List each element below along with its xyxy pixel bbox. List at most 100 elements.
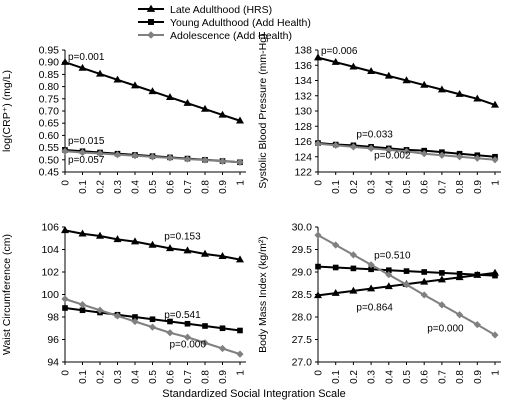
data-point-triangle-icon: [384, 71, 393, 79]
data-point-triangle-icon: [437, 85, 446, 93]
data-point-diamond-icon: [491, 331, 499, 339]
data-point-triangle-icon: [437, 275, 446, 283]
y-tick-label: 128: [294, 121, 312, 133]
data-point-diamond-icon: [314, 140, 322, 148]
panel-systolic-bp: 122 124 126 128 130 132 134 136 138 0 0.1 0.2 0.3 0.4…: [257, 33, 502, 194]
y-tick-label: 134: [294, 75, 312, 87]
x-tick-label: 0.1: [331, 370, 342, 384]
y-tick-label: 136: [294, 60, 312, 72]
x-tick-label: 0.3: [367, 370, 378, 384]
series-adolescence-add-health: [314, 231, 499, 339]
x-tick-label: 0.3: [113, 180, 124, 194]
data-point-diamond-icon: [420, 291, 428, 299]
p-value-annotation: p=0.864: [356, 302, 393, 313]
x-tick-label: 0.3: [113, 370, 124, 384]
legend-marker-diamond-icon: [147, 31, 155, 39]
y-axis-label: Systolic Blood Pressure (mm-Hg): [257, 33, 269, 188]
legend-entry-adolescence-add-health: Adolescence (Add Health): [138, 30, 292, 42]
data-point-square-icon: [167, 318, 173, 325]
y-tick-label: 29.0: [292, 267, 313, 279]
legend-label: Adolescence (Add Health): [170, 30, 292, 42]
data-point-square-icon: [62, 305, 68, 311]
data-point-diamond-icon: [78, 148, 87, 157]
data-point-diamond-icon: [473, 321, 481, 329]
data-point-triangle-icon: [166, 93, 174, 101]
x-tick-label: 0.2: [349, 180, 360, 194]
series-adolescence-add-health: [61, 295, 244, 358]
data-point-triangle-icon: [420, 80, 429, 88]
data-point-square-icon: [350, 265, 357, 272]
x-tick-label: 0.4: [384, 180, 395, 194]
y-tick-label: 0.75: [39, 93, 60, 105]
data-point-triangle-icon: [96, 69, 104, 77]
x-tick-label: 1: [491, 370, 502, 376]
data-point-square-icon: [385, 267, 392, 274]
data-point-diamond-icon: [456, 311, 464, 319]
series-adolescence-add-health: [61, 147, 244, 166]
p-value-annotation: p=0.000: [170, 339, 207, 350]
data-point-triangle-icon: [420, 277, 429, 285]
y-tick-label: 98: [47, 312, 59, 324]
data-point-diamond-icon: [236, 158, 244, 166]
data-point-triangle-icon: [148, 87, 157, 95]
data-point-diamond-icon: [61, 147, 69, 155]
y-tick-label: 104: [41, 244, 59, 256]
p-value-annotation: p=0.057: [68, 155, 105, 166]
legend-entry-young-adulthood-add-health: Young Adulthood (Add Health): [138, 17, 311, 29]
x-tick-label: 0.7: [437, 370, 448, 384]
data-point-triangle-icon: [402, 76, 411, 84]
data-point-diamond-icon: [113, 312, 122, 320]
legend-label: Late Adulthood (HRS): [170, 4, 272, 16]
x-tick-label: 0.5: [402, 370, 413, 384]
x-tick-label: 0.9: [218, 370, 229, 384]
data-point-triangle-icon: [113, 75, 122, 83]
data-point-diamond-icon: [201, 156, 209, 164]
x-tick-label: 0.6: [420, 180, 431, 194]
data-point-diamond-icon: [473, 154, 481, 162]
p-value-annotation: p=0.015: [68, 136, 105, 147]
data-point-triangle-icon: [384, 282, 393, 290]
data-point-diamond-icon: [78, 301, 87, 309]
data-point-diamond-icon: [438, 151, 446, 159]
chart-panels: 0.450.500.550.600.650.700.750.800.850.90…: [1, 33, 502, 384]
data-point-square-icon: [149, 316, 156, 323]
x-tick-label: 0: [314, 180, 325, 186]
data-point-square-icon: [132, 314, 138, 320]
p-value-annotation: p=0.153: [164, 231, 201, 242]
series-late-adulthood-hrs: [314, 53, 499, 108]
p-value-annotation: p=0.541: [164, 310, 201, 321]
data-point-diamond-icon: [166, 329, 174, 337]
x-tick-label: 1: [236, 180, 247, 186]
x-tick-label: 0.8: [201, 180, 212, 194]
panel-bmi: 27.0 27.5 28.0 28.5 29.0 29.5 30.0 0 0.1 0.2 0.3 0.…: [257, 222, 502, 384]
data-point-diamond-icon: [183, 333, 192, 341]
y-tick-label: 0.65: [39, 118, 60, 130]
x-tick-label: 0.8: [455, 370, 466, 384]
data-point-triangle-icon: [78, 63, 87, 71]
x-tick-label: 0.7: [437, 180, 448, 194]
data-point-triangle-icon: [331, 58, 340, 65]
series-late-adulthood-hrs: [61, 58, 244, 124]
y-tick-label: 29.5: [292, 244, 313, 256]
data-point-triangle-icon: [201, 249, 209, 257]
x-tick-label: 0.5: [148, 180, 159, 194]
data-point-diamond-icon: [218, 157, 227, 165]
data-point-diamond-icon: [456, 153, 464, 161]
legend-marker-square-icon: [148, 19, 154, 25]
y-tick-label: 0.90: [39, 57, 60, 69]
data-point-square-icon: [237, 327, 243, 334]
data-point-diamond-icon: [402, 147, 411, 156]
y-tick-label: 138: [294, 45, 312, 57]
legend-entry-late-adulthood-hrs: Late Adulthood (HRS): [138, 4, 272, 16]
y-tick-label: 132: [294, 90, 312, 102]
data-point-diamond-icon: [367, 144, 375, 152]
data-point-triangle-icon: [61, 58, 69, 65]
data-point-triangle-icon: [131, 237, 139, 245]
x-tick-label: 0: [314, 370, 325, 376]
x-tick-label: 0.8: [201, 370, 212, 384]
data-point-triangle-icon: [473, 94, 482, 102]
x-tick-label: 0.5: [402, 180, 413, 194]
x-tick-label: 0.9: [473, 370, 484, 384]
x-tick-label: 0.9: [218, 180, 229, 194]
